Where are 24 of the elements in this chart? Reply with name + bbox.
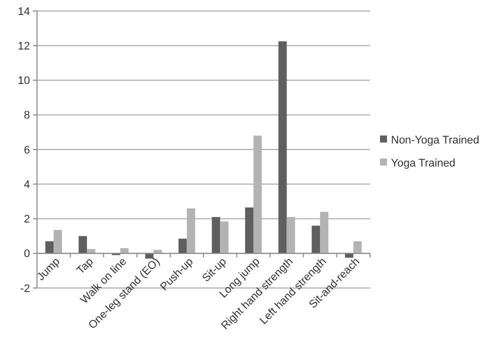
y-tick-label: 8 bbox=[24, 110, 30, 122]
y-tick-label: 6 bbox=[24, 144, 30, 156]
y-tick-label: 2 bbox=[24, 214, 30, 226]
y-tick-label: 12 bbox=[18, 40, 30, 52]
bar bbox=[120, 248, 129, 254]
bar bbox=[278, 41, 287, 254]
legend-label: Non-Yoga Trained bbox=[391, 134, 480, 146]
bar bbox=[312, 226, 320, 254]
bar bbox=[212, 217, 220, 254]
bar bbox=[178, 238, 187, 254]
bar bbox=[78, 236, 87, 254]
bar bbox=[86, 249, 96, 254]
y-tick-label: 4 bbox=[24, 178, 30, 191]
bar bbox=[45, 241, 54, 254]
y-tick-label: -2 bbox=[20, 282, 30, 295]
bar bbox=[220, 221, 228, 254]
y-tick-label: 10 bbox=[18, 75, 30, 88]
y-tick-label: 14 bbox=[18, 6, 30, 18]
x-tick-label: Tap bbox=[74, 256, 96, 277]
legend-label: Yoga Trained bbox=[391, 157, 456, 170]
bar bbox=[245, 207, 254, 254]
bar bbox=[54, 230, 62, 254]
y-tick-label: 0 bbox=[24, 248, 30, 260]
bar bbox=[353, 241, 362, 254]
